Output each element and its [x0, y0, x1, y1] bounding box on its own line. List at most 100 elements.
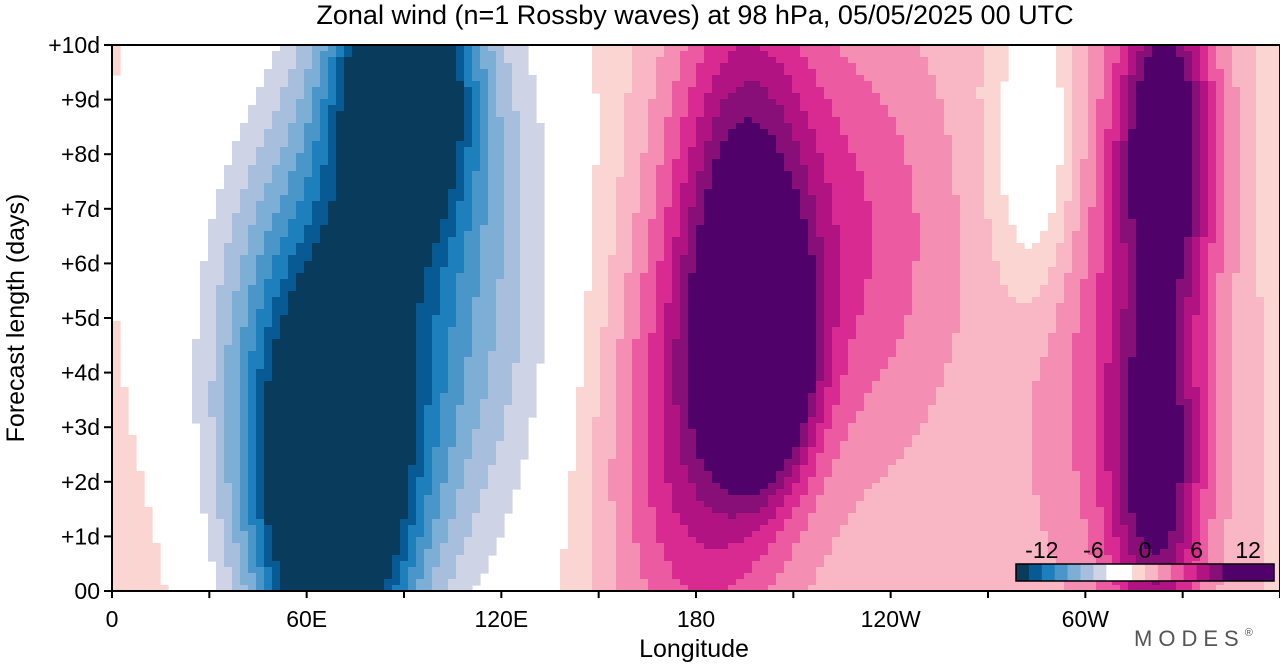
field-cell: [920, 225, 961, 232]
field-cell: [1176, 51, 1193, 58]
field-cell: [224, 441, 241, 448]
field-cell: [200, 459, 217, 466]
field-cell: [640, 297, 657, 304]
field-cell: [1136, 267, 1185, 274]
field-cell: [424, 567, 433, 574]
field-cell: [1032, 411, 1073, 418]
field-cell: [488, 369, 513, 376]
field-cell: [688, 327, 817, 334]
field-cell: [1256, 189, 1280, 196]
field-cell: [336, 57, 345, 64]
field-cell: [560, 549, 593, 556]
field-cell: [1176, 393, 1185, 400]
field-cell: [224, 243, 249, 250]
field-cell: [608, 309, 625, 316]
field-cell: [256, 321, 273, 328]
field-cell: [240, 447, 249, 454]
field-cell: [424, 471, 433, 478]
field-cell: [576, 459, 593, 466]
field-cell: [1224, 219, 1241, 226]
field-cell: [1072, 357, 1097, 364]
field-cell: [960, 321, 1057, 328]
colorbar-swatch: [1145, 564, 1159, 581]
field-cell: [1208, 219, 1217, 226]
field-cell: [1088, 237, 1105, 244]
field-cell: [1264, 357, 1280, 364]
field-cell: [416, 387, 433, 394]
field-cell: [776, 573, 817, 580]
field-cell: [1096, 171, 1105, 178]
field-cell: [240, 129, 265, 136]
field-cell: [704, 465, 785, 472]
field-cell: [960, 207, 985, 214]
field-cell: [1136, 243, 1185, 250]
field-cell: [896, 345, 953, 352]
field-cell: [1192, 531, 1201, 538]
field-cell: [1088, 141, 1097, 148]
field-cell: [216, 573, 233, 580]
field-cell: [216, 291, 233, 298]
field-cell: [888, 105, 945, 112]
field-cell: [208, 405, 225, 412]
field-cell: [1256, 255, 1280, 262]
field-cell: [1096, 453, 1105, 460]
field-cell: [1056, 309, 1081, 316]
field-cell: [1112, 507, 1121, 514]
field-cell: [976, 87, 1001, 94]
field-cell: [600, 369, 617, 376]
field-cell: [440, 495, 457, 502]
field-cell: [1152, 549, 1161, 556]
field-cell: [456, 219, 473, 226]
field-cell: [1232, 387, 1265, 394]
field-cell: [416, 393, 433, 400]
field-cell: [472, 519, 505, 526]
field-cell: [984, 57, 1009, 64]
field-cell: [608, 267, 633, 274]
field-cell: [704, 165, 713, 172]
field-cell: [1184, 333, 1193, 340]
field-cell: [272, 273, 289, 280]
field-cell: [1128, 57, 1137, 64]
field-cell: [248, 315, 257, 322]
field-cell: [664, 363, 673, 370]
field-cell: [1072, 159, 1081, 166]
field-cell: [464, 123, 473, 130]
field-cell: [832, 471, 889, 478]
field-cell: [472, 531, 505, 538]
field-cell: [264, 363, 273, 370]
field-cell: [216, 363, 225, 370]
field-cell: [616, 585, 649, 592]
field-cell: [664, 51, 681, 58]
field-cell: [440, 405, 457, 412]
field-cell: [440, 429, 457, 436]
field-cell: [704, 459, 785, 466]
field-cell: [704, 219, 809, 226]
field-cell: [1208, 441, 1217, 448]
field-cell: [688, 285, 817, 292]
field-cell: [1112, 297, 1129, 304]
field-cell: [312, 153, 329, 160]
field-cell: [512, 381, 537, 388]
field-cell: [1192, 441, 1201, 448]
field-cell: [1176, 507, 1185, 514]
field-cell: [1048, 213, 1065, 220]
field-cell: [1072, 249, 1089, 256]
field-cell: [1184, 459, 1193, 466]
field-cell: [1200, 393, 1209, 400]
field-cell: [1008, 291, 1041, 298]
field-cell: [456, 57, 465, 64]
field-cell: [272, 177, 289, 184]
field-cell: [320, 165, 337, 172]
field-cell: [1256, 141, 1280, 148]
field-cell: [648, 339, 665, 346]
field-cell: [592, 441, 617, 448]
field-cell: [592, 531, 617, 538]
field-cell: [1184, 309, 1201, 316]
field-cell: [1072, 195, 1081, 202]
field-cell: [480, 279, 497, 286]
field-cell: [280, 147, 305, 154]
field-cell: [1192, 171, 1201, 178]
field-cell: [632, 237, 649, 244]
field-cell: [648, 465, 665, 472]
field-cell: [472, 135, 481, 142]
